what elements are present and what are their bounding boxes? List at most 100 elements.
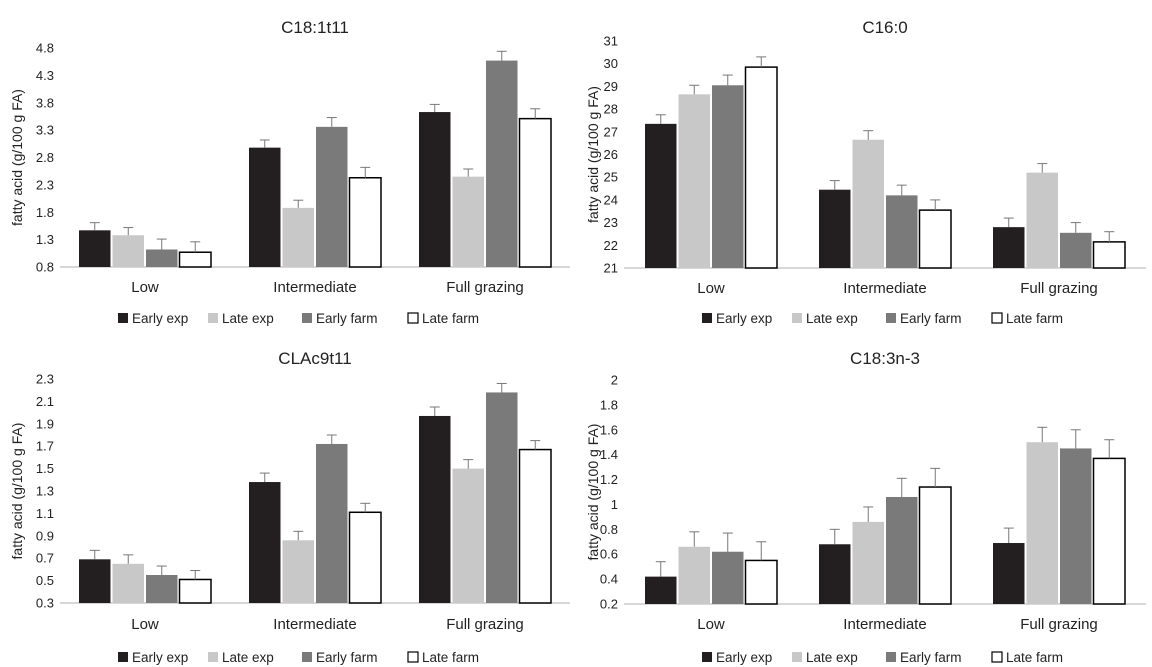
bar — [486, 60, 518, 267]
x-category-label: Low — [697, 616, 725, 633]
bar — [518, 448, 552, 604]
bar — [852, 521, 884, 604]
legend-label: Early exp — [132, 650, 188, 665]
chart-panel-c18-1t11: C18:1t11 fatty acid (g/100 g FA) 0.8 1.3 1.8… — [0, 0, 576, 333]
bar — [1060, 232, 1092, 268]
bar — [712, 85, 744, 268]
bar — [712, 551, 744, 604]
x-category-label: Full grazing — [1020, 616, 1098, 633]
bar — [645, 123, 677, 268]
legend-swatch — [702, 652, 712, 662]
legend-label: Late exp — [222, 650, 274, 665]
bar — [744, 66, 778, 269]
bar — [79, 230, 111, 267]
legend-label: Early farm — [316, 650, 378, 665]
bar — [348, 511, 382, 604]
bar — [678, 546, 710, 604]
y-tick-label: 0.7 — [36, 551, 54, 566]
bar — [645, 576, 677, 604]
y-tick-label: 0.5 — [36, 573, 54, 588]
bar — [146, 575, 178, 603]
y-tick-label: 25 — [604, 170, 618, 185]
bar — [886, 195, 918, 268]
legend-label: Late farm — [422, 311, 479, 326]
y-tick-label: 29 — [604, 79, 618, 94]
legend-label: Late exp — [222, 311, 274, 326]
bar — [282, 540, 314, 603]
legend-swatch — [302, 313, 312, 323]
bar — [316, 443, 348, 603]
bar — [1092, 457, 1126, 605]
bar — [178, 251, 212, 268]
y-tick-label: 1.4 — [600, 447, 618, 462]
legend-swatch — [118, 313, 128, 323]
y-tick-label: 31 — [604, 34, 618, 49]
y-axis-label: fatty acid (g/100 g FA) — [585, 424, 601, 561]
x-category-label: Full grazing — [1020, 280, 1098, 297]
bar — [419, 112, 451, 268]
bar — [419, 415, 451, 603]
legend-swatch — [991, 312, 1003, 324]
legend-label: Early farm — [900, 311, 962, 326]
legend-label: Early farm — [900, 650, 962, 665]
y-tick-label: 1.7 — [36, 439, 54, 454]
y-axis-label: fatty acid (g/100 g FA) — [9, 423, 25, 560]
chart-title: C18:1t11 — [281, 18, 349, 37]
x-category-label: Intermediate — [843, 280, 926, 297]
y-tick-label: 1.1 — [36, 506, 54, 521]
chart-svg: C18:1t11 fatty acid (g/100 g FA) 0.8 1.3 1.8… — [9, 18, 570, 326]
chart-panel-c18-3n-3: C18:3n-3 fatty acid (g/100 g FA) 0.2 0.4 0.6… — [576, 334, 1152, 667]
legend-swatch — [792, 652, 802, 662]
bar — [452, 176, 484, 267]
chart-title: C16:0 — [862, 18, 907, 37]
bar — [249, 147, 281, 267]
y-tick-label: 1 — [611, 497, 618, 512]
chart-panel-cla-c9t11: CLAc9t11 fatty acid (g/100 g FA) 0.3 0.5 0.7… — [0, 334, 576, 667]
bar — [744, 559, 778, 605]
legend-swatch — [886, 313, 896, 323]
y-tick-label: 0.8 — [36, 260, 54, 275]
legend-label: Late farm — [1006, 311, 1063, 326]
y-tick-label: 2.3 — [36, 372, 54, 387]
legend-swatch — [118, 652, 128, 662]
y-axis-label: fatty acid (g/100 g FA) — [9, 89, 25, 226]
bar — [146, 249, 178, 267]
y-tick-label: 2.8 — [36, 150, 54, 165]
x-category-label: Intermediate — [273, 616, 356, 633]
legend-swatch — [886, 652, 896, 662]
bar — [112, 235, 144, 267]
y-tick-label: 0.2 — [600, 597, 618, 612]
y-tick-label: 2.1 — [36, 394, 54, 409]
legend-swatch — [407, 651, 419, 663]
y-tick-label: 0.8 — [600, 522, 618, 537]
y-tick-label: 26 — [604, 147, 618, 162]
bar — [886, 496, 918, 604]
y-tick-label: 3.3 — [36, 123, 54, 138]
legend-label: Late farm — [1006, 650, 1063, 665]
x-category-label: Full grazing — [446, 279, 524, 296]
bar — [1026, 442, 1058, 604]
y-tick-label: 22 — [604, 238, 618, 253]
bar — [819, 189, 851, 268]
y-tick-label: 4.3 — [36, 68, 54, 83]
legend-label: Late exp — [806, 311, 858, 326]
bar — [819, 544, 851, 604]
y-tick-label: 2 — [611, 373, 618, 388]
legend-label: Early exp — [716, 650, 772, 665]
y-tick-label: 1.8 — [36, 205, 54, 220]
legend-label: Early exp — [716, 311, 772, 326]
chart-svg: C16:0 fatty acid (g/100 g FA) 21 22 23 24 25 26… — [585, 18, 1146, 326]
x-category-label: Low — [697, 280, 725, 297]
legend-swatch — [407, 312, 419, 324]
legend-swatch — [702, 313, 712, 323]
chart-svg: CLAc9t11 fatty acid (g/100 g FA) 0.3 0.5 0.7… — [9, 349, 570, 665]
bar — [178, 578, 212, 604]
chart-panel-c16-0: C16:0 fatty acid (g/100 g FA) 21 22 23 24 25 26… — [576, 0, 1152, 333]
x-category-label: Full grazing — [446, 616, 524, 633]
bar — [316, 126, 348, 267]
bar — [918, 486, 952, 605]
x-category-label: Intermediate — [273, 279, 356, 296]
bar — [282, 207, 314, 267]
bar — [1026, 172, 1058, 268]
bar — [79, 559, 111, 603]
